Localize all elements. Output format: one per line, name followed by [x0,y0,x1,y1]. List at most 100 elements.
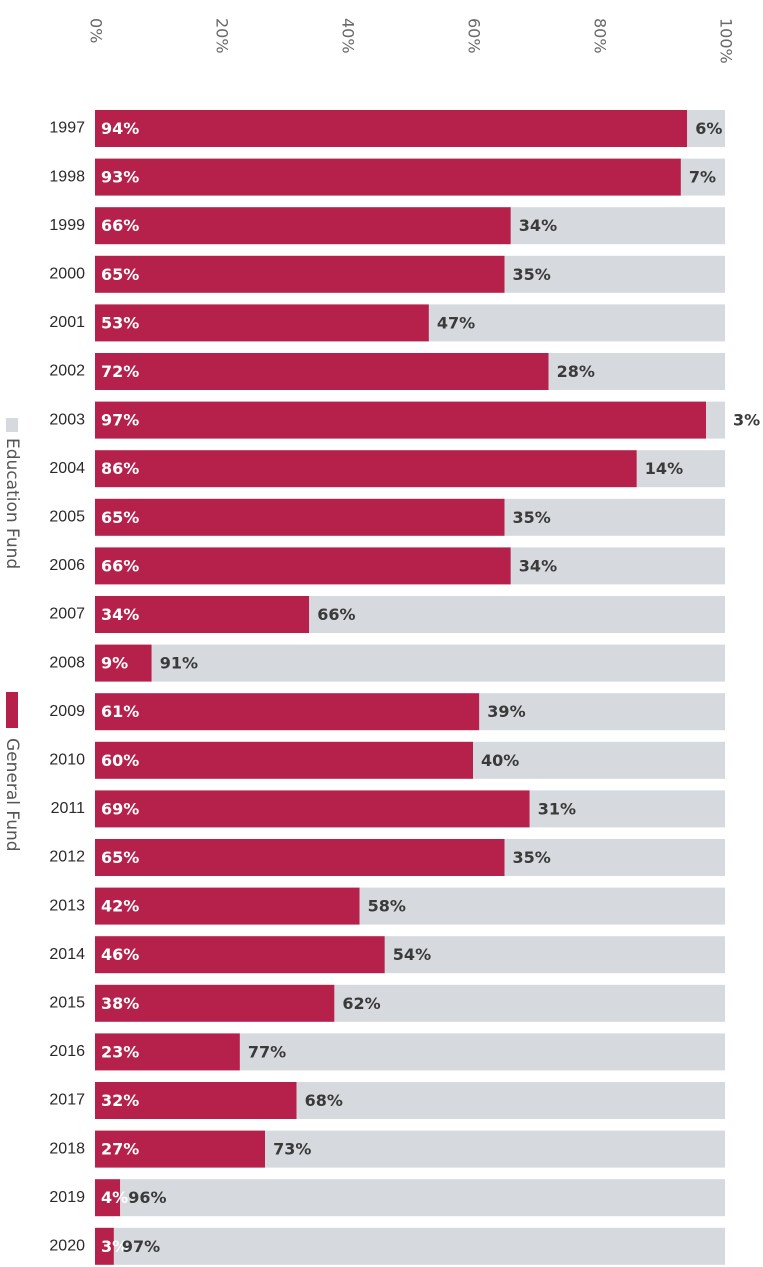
general-fund-label-2006: 66% [101,556,139,575]
general-fund-label-2009: 61% [101,702,139,721]
year-label-2004: 2004 [49,460,85,477]
year-label-2011: 2011 [51,800,86,817]
x-tick-label-5: 100% [717,18,736,64]
general-fund-label-2012: 65% [101,848,139,867]
education-fund-label-2018: 73% [273,1140,311,1159]
education-fund-label-2011: 31% [538,799,576,818]
general-fund-label-2001: 53% [101,313,139,332]
year-label-2014: 2014 [49,946,85,963]
general-fund-label-2014: 46% [101,945,139,964]
year-label-2019: 2019 [49,1189,85,1206]
general-fund-label-2004: 86% [101,459,139,478]
year-label-2017: 2017 [49,1092,85,1109]
education-fund-label-2014: 54% [393,945,431,964]
education-fund-label-2007: 66% [317,605,355,624]
education-fund-bar-2004 [636,450,725,488]
x-tick-label-4: 80% [591,18,610,54]
general-fund-bar-2017 [95,1082,297,1119]
general-fund-bar-2011 [95,790,530,828]
education-fund-bar-1997 [687,110,725,147]
general-fund-label-1998: 93% [101,168,139,187]
education-fund-label-1997: 6% [695,119,722,138]
education-fund-bar-2012 [504,839,725,876]
general-fund-bar-2012 [95,839,505,876]
year-label-1998: 1998 [49,168,85,185]
year-label-1997: 1997 [49,120,85,137]
education-fund-label-2017: 68% [305,1091,343,1110]
year-label-2015: 2015 [49,995,85,1012]
general-fund-label-2013: 42% [101,897,139,916]
legend-swatch-general-fund [6,692,18,728]
general-fund-label-2000: 65% [101,265,139,284]
x-tick-label-0: 0% [87,18,106,43]
education-fund-label-2004: 14% [645,459,683,478]
year-label-2007: 2007 [49,606,85,623]
education-fund-bar-1999 [510,207,725,245]
education-fund-label-2009: 39% [487,702,525,721]
education-fund-bar-2010 [473,741,725,779]
general-fund-label-2005: 65% [101,508,139,527]
x-tick-label-3: 60% [465,18,484,54]
education-fund-bar-2011 [529,790,725,828]
general-fund-bar-1998 [95,158,681,196]
general-fund-bar-2008 [95,644,152,682]
general-fund-bar-2003 [95,401,707,439]
education-fund-bar-2002 [548,353,725,390]
general-fund-bar-2006 [95,547,511,585]
general-fund-label-2003: 97% [101,411,139,430]
year-label-1999: 1999 [49,217,85,234]
education-fund-label-1998: 7% [689,168,716,187]
education-fund-label-2016: 77% [248,1042,286,1061]
general-fund-bar-2013 [95,887,360,925]
general-fund-bar-1997 [95,110,688,147]
year-label-2006: 2006 [49,557,85,574]
year-label-2008: 2008 [49,654,85,671]
legend-swatch-education-fund [6,418,18,432]
education-fund-label-2006: 34% [519,556,557,575]
year-label-2012: 2012 [49,849,85,866]
year-label-2003: 2003 [49,411,85,428]
education-fund-bar-2000 [504,255,725,293]
education-fund-bar-2016 [239,1033,725,1071]
education-fund-label-2000: 35% [513,265,551,284]
education-fund-bar-2003 [706,401,725,439]
year-label-2010: 2010 [49,752,85,769]
education-fund-bar-2001 [428,304,725,342]
year-label-2013: 2013 [49,897,85,914]
general-fund-bar-2016 [95,1033,240,1071]
year-label-2001: 2001 [49,314,85,331]
education-fund-label-2001: 47% [437,313,475,332]
general-fund-bar-2010 [95,741,473,779]
year-label-2002: 2002 [49,363,85,380]
general-fund-bar-2005 [95,498,505,536]
education-fund-label-2010: 40% [481,751,519,770]
general-fund-label-2015: 38% [101,994,139,1013]
education-fund-bar-2018 [265,1130,725,1168]
general-fund-label-2020: 3% [101,1237,128,1256]
education-fund-bar-2005 [504,498,725,536]
general-fund-label-2002: 72% [101,362,139,381]
general-fund-bar-2009 [95,693,480,731]
general-fund-label-2007: 34% [101,605,139,624]
education-fund-bar-2017 [296,1082,725,1119]
year-label-2016: 2016 [49,1043,85,1060]
general-fund-label-2010: 60% [101,751,139,770]
education-fund-bar-2008 [151,644,725,682]
education-fund-label-2003: 3% [733,411,760,430]
general-fund-label-1999: 66% [101,216,139,235]
education-fund-label-1999: 34% [519,216,557,235]
general-fund-bar-2000 [95,255,505,293]
general-fund-label-2016: 23% [101,1042,139,1061]
education-fund-bar-2014 [384,936,725,974]
x-tick-label-1: 20% [213,18,232,54]
general-fund-bar-2015 [95,984,335,1022]
general-fund-bar-2014 [95,936,385,974]
education-fund-label-2008: 91% [160,654,198,673]
general-fund-bar-2007 [95,596,310,633]
legend-label-education-fund: Education Fund [2,438,22,569]
general-fund-label-1997: 94% [101,119,139,138]
education-fund-bar-2013 [359,887,725,925]
year-label-2009: 2009 [49,703,85,720]
general-fund-bar-2020 [95,1227,114,1265]
